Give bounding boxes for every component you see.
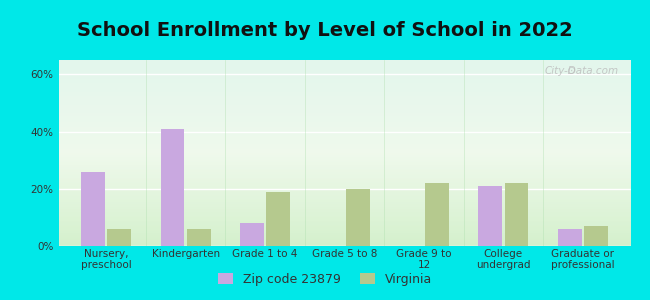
Bar xyxy=(504,183,528,246)
Bar xyxy=(584,226,608,246)
Text: School Enrollment by Level of School in 2022: School Enrollment by Level of School in … xyxy=(77,21,573,40)
Bar xyxy=(346,189,369,246)
Bar xyxy=(187,229,211,246)
Bar xyxy=(558,229,582,246)
Bar xyxy=(425,183,449,246)
Bar xyxy=(266,192,290,246)
Text: ⊙: ⊙ xyxy=(567,66,576,76)
Bar xyxy=(478,186,502,246)
Bar xyxy=(81,172,105,246)
Bar xyxy=(240,223,264,246)
Legend: Zip code 23879, Virginia: Zip code 23879, Virginia xyxy=(213,268,437,291)
Text: City-Data.com: City-Data.com xyxy=(545,66,619,76)
Bar xyxy=(107,229,131,246)
Bar xyxy=(161,129,185,246)
